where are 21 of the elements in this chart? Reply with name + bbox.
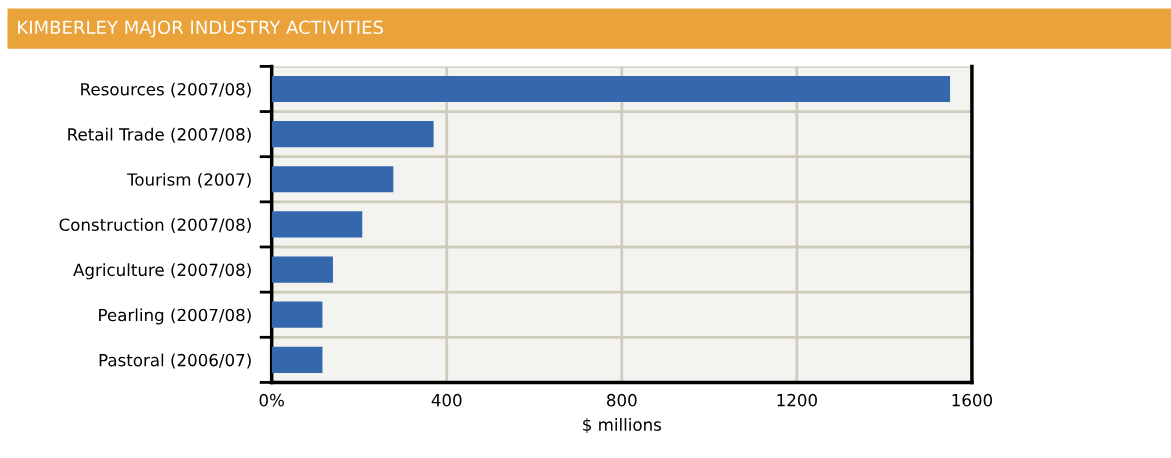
y-tick-label: Tourism (2007)	[126, 172, 251, 188]
x-tick-label: 1600	[952, 393, 993, 407]
y-tick-label: Pastoral (2006/07)	[99, 353, 251, 369]
y-tick-label: Resources (2007/08)	[81, 82, 251, 98]
bar	[271, 256, 333, 283]
bar	[271, 166, 394, 193]
bar	[271, 211, 363, 238]
chart-title: KIMBERLEY MAJOR INDUSTRY ACTIVITIES	[18, 20, 383, 38]
bar	[271, 301, 323, 328]
y-tick-label: Construction (2007/08)	[59, 218, 251, 233]
bar	[271, 121, 434, 148]
y-tick-label: Pearling (2007/08)	[99, 308, 251, 325]
bar	[271, 346, 323, 373]
x-tick-label: 800	[607, 393, 637, 407]
x-tick-label: 400	[431, 393, 462, 407]
x-tick-label: 1200	[777, 393, 817, 407]
x-axis-title: $ millions	[583, 418, 662, 434]
x-tick-label: 0%	[259, 393, 284, 407]
bar	[271, 75, 951, 103]
y-tick-label: Retail Trade (2007/08)	[68, 127, 251, 143]
y-tick-label: Agriculture (2007/08)	[73, 263, 251, 280]
